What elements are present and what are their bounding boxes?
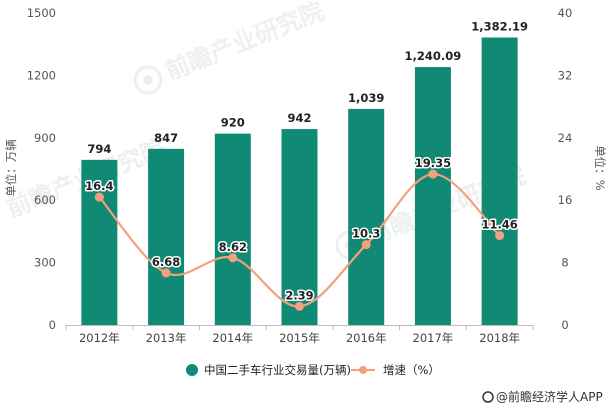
bar bbox=[81, 159, 118, 325]
y-right-tick-label: 0 bbox=[561, 318, 568, 332]
y-right-tick-label: 40 bbox=[558, 6, 573, 20]
growth-value-label: 6.68 bbox=[152, 255, 180, 269]
y-left-tick-label: 1200 bbox=[27, 68, 56, 82]
legend-bar-label: 中国二手车行业交易量(万辆) bbox=[204, 363, 351, 377]
growth-point bbox=[295, 301, 304, 311]
bar-value-label: 942 bbox=[287, 111, 311, 125]
source-text: @前瞻经济学人APP bbox=[496, 389, 603, 404]
legend: 中国二手车行业交易量(万辆) 增速（%） bbox=[186, 363, 440, 377]
y-left-tick-label: 0 bbox=[49, 318, 56, 332]
data-labels: 794 847 920 942 1,039 1,240.09 1,382.19 16.4 6.6… bbox=[84, 20, 528, 304]
growth-value-label: 8.62 bbox=[219, 240, 247, 254]
line-series bbox=[94, 169, 505, 311]
y-right-tick-label: 8 bbox=[561, 256, 568, 270]
x-tick-label: 2013年 bbox=[146, 331, 187, 345]
bar bbox=[348, 108, 385, 325]
growth-value-label: 2.39 bbox=[285, 288, 313, 302]
y-left-tick-label: 300 bbox=[34, 256, 56, 270]
bar bbox=[148, 148, 185, 325]
y-left-tick-label: 600 bbox=[34, 193, 56, 207]
bar-value-label: 920 bbox=[221, 116, 245, 130]
x-tick-label: 2018年 bbox=[479, 331, 520, 345]
legend-line-label: 增速（%） bbox=[383, 363, 440, 377]
bar bbox=[214, 133, 251, 325]
svg-text:前瞻产业研究院: 前瞻产业研究院 bbox=[161, 0, 327, 85]
bar-value-label: 1,039 bbox=[348, 91, 384, 105]
bar-value-label: 794 bbox=[87, 142, 111, 156]
growth-value-label: 19.35 bbox=[415, 156, 451, 170]
y-right-axis-title: 单位：% bbox=[593, 145, 607, 190]
growth-point bbox=[428, 169, 438, 179]
legend-bar-marker bbox=[186, 364, 198, 376]
y-left-axis-title: 单位：万辆 bbox=[4, 139, 18, 197]
x-tick-label: 2012年 bbox=[79, 331, 120, 345]
growth-value-label: 11.46 bbox=[481, 218, 517, 232]
bar bbox=[281, 129, 318, 325]
source-logo-icon bbox=[482, 391, 494, 403]
y-left-tick-label: 1500 bbox=[27, 6, 56, 20]
y-right-tick-label: 32 bbox=[558, 68, 573, 82]
x-tick-label: 2015年 bbox=[279, 331, 320, 345]
y-left-tick-label: 900 bbox=[34, 131, 56, 145]
growth-point bbox=[361, 240, 371, 250]
bar bbox=[481, 37, 518, 325]
bar-value-label: 1,382.19 bbox=[471, 20, 528, 34]
x-tick-label: 2017年 bbox=[413, 331, 454, 345]
bar bbox=[414, 67, 451, 325]
growth-value-label: 10.3 bbox=[352, 227, 380, 241]
y-right-tick-label: 16 bbox=[558, 193, 573, 207]
x-tick-label: 2016年 bbox=[346, 331, 387, 345]
axes: 0 300 600 900 1200 1500 0 8 16 24 32 40 2012年 2013年 20… bbox=[27, 6, 573, 345]
legend-line-dot bbox=[359, 366, 367, 374]
bar-series bbox=[81, 37, 518, 325]
source: @前瞻经济学人APP bbox=[482, 389, 603, 404]
bar-value-label: 1,240.09 bbox=[405, 49, 462, 63]
x-tick-label: 2014年 bbox=[212, 331, 253, 345]
growth-point bbox=[228, 253, 238, 263]
growth-point bbox=[94, 192, 104, 202]
growth-value-label: 16.4 bbox=[85, 179, 113, 193]
y-right-tick-label: 24 bbox=[558, 131, 573, 145]
growth-point bbox=[161, 268, 171, 278]
growth-point bbox=[495, 231, 505, 241]
bar-value-label: 847 bbox=[154, 131, 178, 145]
